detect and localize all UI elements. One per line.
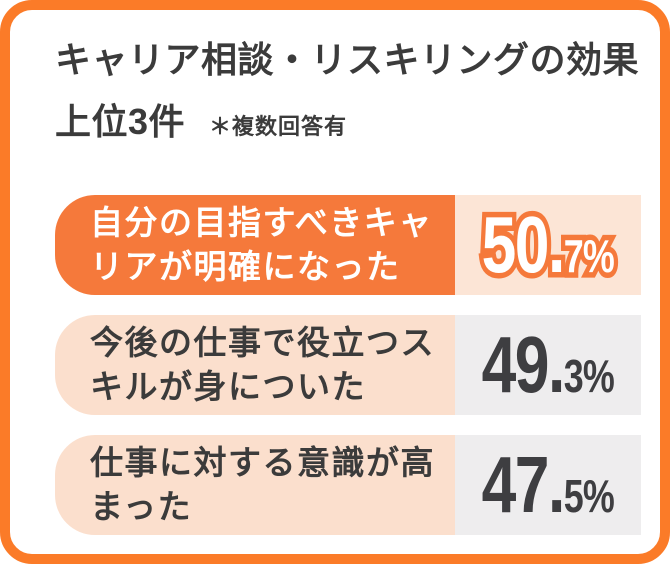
card-title-block: キャリア相談・リスキリングの効果 上位3件 ＊複数回答有 <box>55 36 640 144</box>
bar-label-2-line-2: キルが身についた <box>90 368 366 405</box>
bar-value-1: 50.7% 50.7% <box>478 195 620 295</box>
bar-label-3-line-2: まった <box>90 488 193 525</box>
bar-row-1: 自分の目指すべきキャ リアが明確になった 50.7% 50.7% <box>55 195 641 295</box>
page-title: キャリア相談・リスキリングの効果 <box>55 39 640 80</box>
bar-label-2-line-1: 今後の仕事で役立つス <box>90 324 435 361</box>
bar-value-2: 49.3% <box>481 319 615 411</box>
bar-label-2: 今後の仕事で役立つス キルが身についた <box>55 315 455 415</box>
multiple-answers-note: ＊複数回答有 <box>209 114 348 139</box>
bar-label-3-line-1: 仕事に対する意識が高 <box>90 444 435 481</box>
bar-row-2: 今後の仕事で役立つス キルが身についた 49.3% <box>55 315 641 415</box>
bar-label-1: 自分の目指すべきキャ リアが明確になった <box>55 195 455 295</box>
bar-chart: 自分の目指すべきキャ リアが明確になった 50.7% 50.7% 今後の仕事で役… <box>55 195 641 555</box>
bar-value-box-1: 50.7% 50.7% <box>455 195 641 295</box>
bar-label-1-line-2: リアが明確になった <box>90 248 401 285</box>
title-subline: 上位3件 ＊複数回答有 <box>55 100 640 144</box>
bar-value-box-2: 49.3% <box>455 315 641 415</box>
title-top3-label: 上位3件 <box>55 101 186 142</box>
bar-row-3: 仕事に対する意識が高 まった 47.5% <box>55 435 641 535</box>
bar-value-box-3: 47.5% <box>455 435 641 535</box>
bar-value-3: 47.5% <box>481 439 615 531</box>
bar-value-1-text: 50.7% <box>481 200 615 289</box>
bar-value-3-text: 47.5% <box>481 440 615 529</box>
bar-value-1-outline: 50.7% <box>478 195 620 295</box>
bar-value-2-text: 49.3% <box>481 320 615 409</box>
bar-label-3: 仕事に対する意識が高 まった <box>55 435 455 535</box>
bar-label-1-line-1: 自分の目指すべきキャ <box>90 204 433 241</box>
